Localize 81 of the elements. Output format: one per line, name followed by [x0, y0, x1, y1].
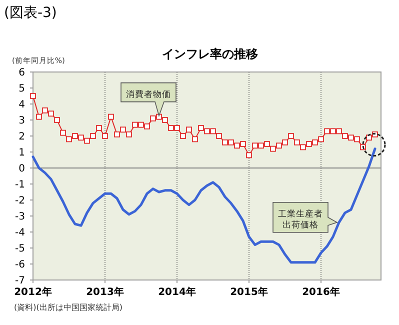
y-tick-label: -7 — [15, 276, 25, 286]
point — [348, 134, 354, 141]
point — [192, 136, 198, 142]
point — [330, 128, 336, 134]
y-tick-label: 3 — [18, 116, 25, 126]
point — [222, 139, 228, 146]
y-tick-label: -5 — [15, 244, 25, 254]
point — [354, 136, 360, 142]
point — [288, 133, 294, 139]
x-tick-label: 2014年 — [158, 286, 196, 298]
point — [54, 117, 60, 123]
point — [180, 133, 186, 139]
point — [162, 117, 168, 123]
y-tick-label: -3 — [15, 212, 25, 222]
point — [324, 128, 330, 134]
point — [96, 125, 102, 131]
point — [150, 115, 156, 122]
point — [168, 125, 174, 131]
y-tick-label: -1 — [15, 180, 25, 190]
point — [252, 142, 258, 149]
point — [312, 139, 318, 146]
point — [294, 139, 300, 146]
point — [240, 141, 246, 147]
point — [228, 139, 234, 146]
x-tick-label: 2016年 — [302, 286, 340, 298]
y-tick-label: 6 — [18, 68, 25, 78]
y-tick-label: 4 — [18, 100, 25, 110]
point — [72, 133, 78, 139]
y-tick-label: 0 — [18, 164, 25, 174]
point — [282, 139, 288, 146]
point — [120, 126, 126, 133]
y-tick-label: -6 — [15, 260, 25, 270]
point — [258, 142, 264, 149]
point — [366, 134, 372, 141]
point — [210, 128, 216, 134]
x-tick-label: 2012年 — [14, 286, 52, 298]
point — [84, 138, 90, 144]
point — [342, 133, 348, 139]
point — [234, 142, 240, 149]
point — [48, 110, 54, 117]
chart-title: インフレ率の推移 — [162, 47, 258, 61]
text: (図表-3) — [4, 5, 57, 21]
point — [126, 131, 132, 138]
point — [42, 107, 48, 114]
y-tick-label: -2 — [15, 196, 25, 206]
point — [318, 136, 324, 142]
point — [204, 128, 210, 134]
point — [198, 125, 204, 131]
point — [264, 141, 270, 147]
point — [114, 131, 120, 138]
point — [246, 152, 252, 158]
x-tick-label: 2013年 — [86, 286, 124, 298]
text: (資料)(出所は中国国家統計局) — [14, 303, 122, 312]
point — [144, 123, 150, 130]
point — [66, 136, 72, 142]
x-tick-label: 2015年 — [230, 286, 268, 298]
point — [60, 130, 66, 136]
annotation: 工業生産者出荷価格 — [278, 208, 323, 230]
callout: 消費者物価 — [120, 82, 176, 118]
y-tick-label: 1 — [18, 148, 25, 158]
point — [174, 125, 180, 131]
point — [30, 93, 36, 99]
point — [336, 128, 342, 134]
y-tick-label: 5 — [18, 84, 25, 94]
point — [108, 114, 114, 120]
point — [270, 146, 276, 152]
point — [36, 114, 42, 120]
point — [216, 133, 222, 139]
point — [132, 122, 138, 128]
point — [102, 133, 108, 139]
point — [90, 133, 96, 139]
point — [138, 122, 144, 128]
y-tick-label: -4 — [15, 228, 25, 238]
point — [78, 134, 84, 141]
point — [186, 126, 192, 133]
point — [276, 142, 282, 149]
point — [156, 114, 162, 120]
annotation: 消費者物価 — [126, 88, 171, 100]
point — [300, 144, 306, 150]
y-tick-label: 2 — [18, 132, 25, 142]
point — [306, 141, 312, 147]
